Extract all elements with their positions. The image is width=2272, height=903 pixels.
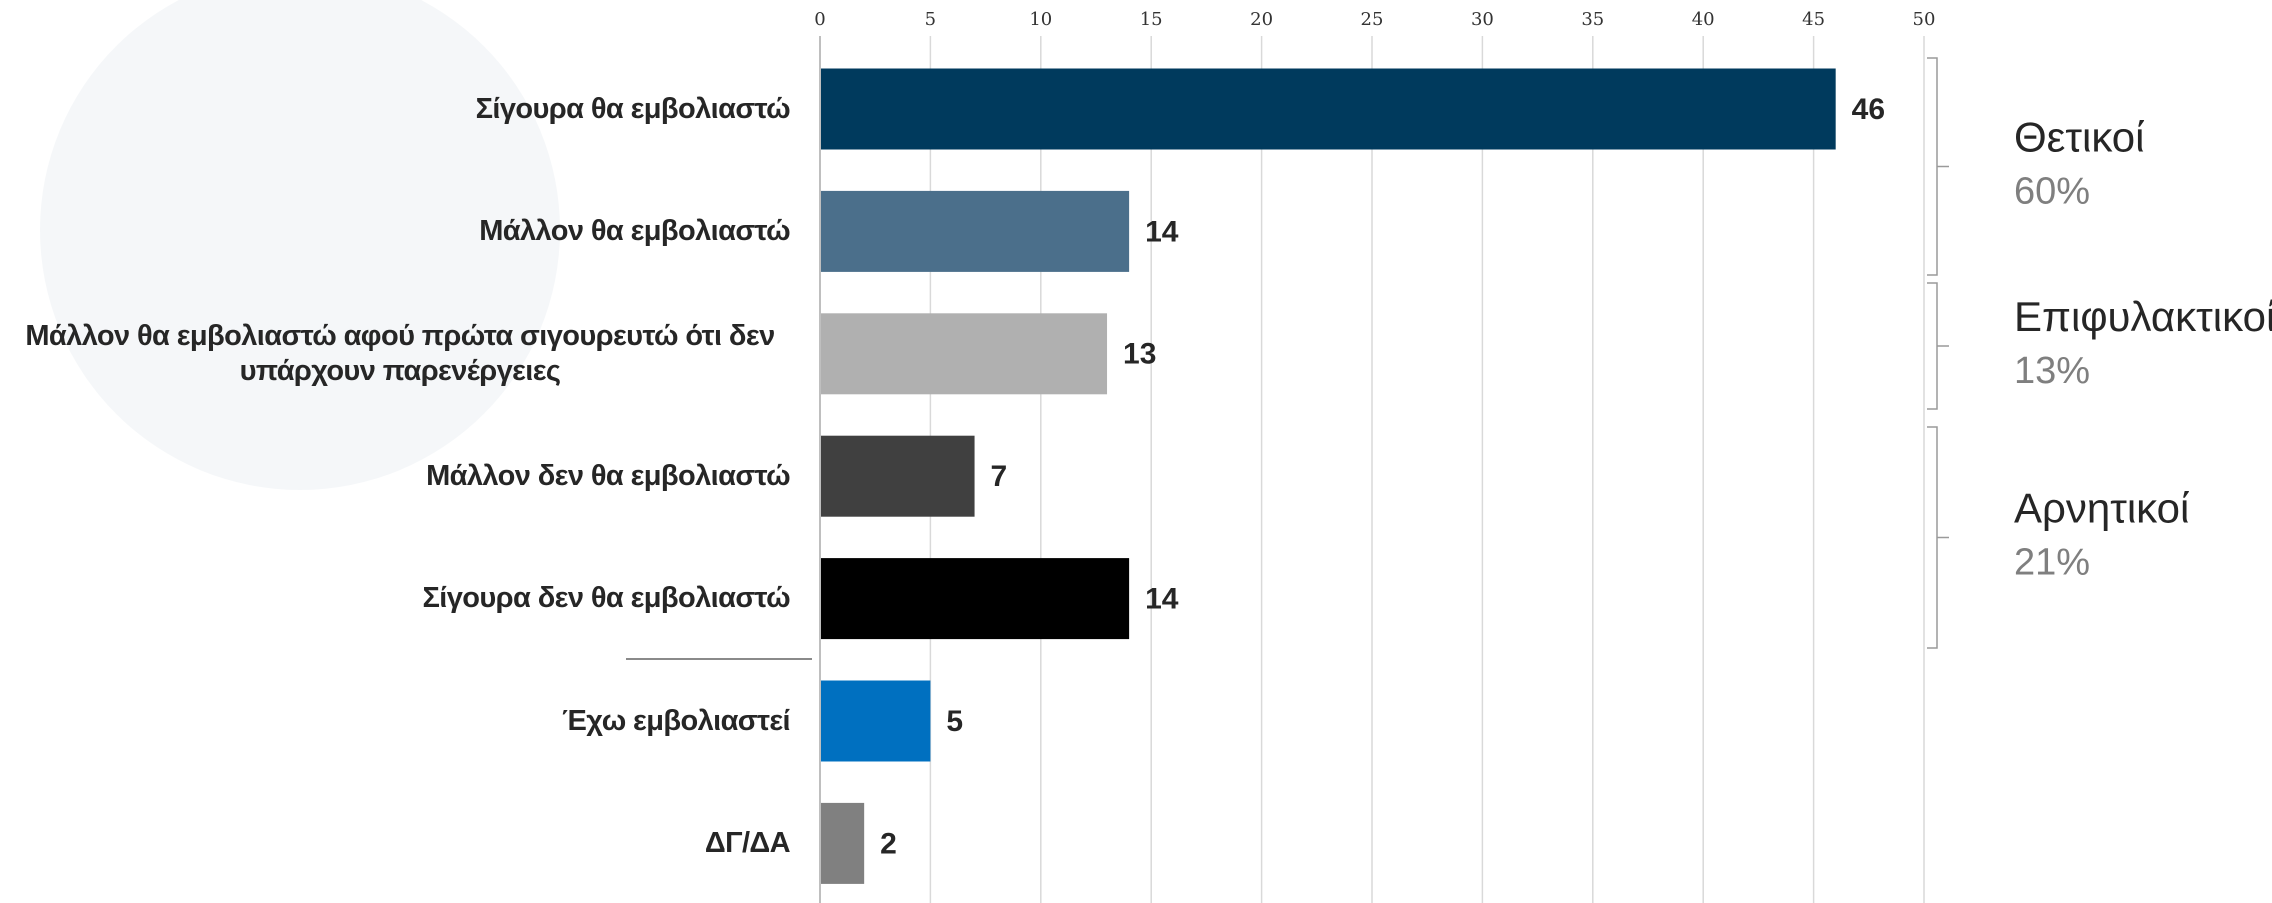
category-label: ΔΓ/ΔΑ [10,783,790,903]
group-value: 13% [2014,350,2090,392]
x-tick-label: 45 [1802,9,1825,30]
group-bracket [1927,283,1949,409]
value-label: 13 [1123,338,1156,371]
x-tick-label: 0 [814,9,825,30]
group-name: Θετικοί [2014,114,2145,161]
bar [820,313,1107,394]
x-tick-label: 40 [1692,9,1715,30]
x-tick-label: 35 [1581,9,1604,30]
x-tick-label: 25 [1361,9,1384,30]
value-label: 46 [1852,93,1885,126]
x-tick-label: 5 [925,9,936,30]
x-tick-label: 10 [1029,9,1052,30]
category-label: Μάλλον θα εμβολιαστώ αφού πρώτα σιγουρευ… [10,294,790,414]
bar [820,436,975,517]
group-name: Αρνητικοί [2014,485,2189,532]
page: 0 5 10 15 20 25 30 35 40 45 50 46 14 13 7 14 5 2 Θετικοί 60… [0,0,2272,903]
group-value: 21% [2014,542,2090,584]
x-tick-label: 15 [1140,9,1163,30]
bar [820,681,930,762]
value-label: 2 [880,827,897,860]
category-label: Σίγουρα θα εμβολιαστώ [10,49,790,169]
bar [820,803,864,884]
category-label: Μάλλον δεν θα εμβολιαστώ [10,416,790,536]
bar [820,558,1129,639]
category-label: Σίγουρα δεν θα εμβολιαστώ [10,539,790,659]
group-bracket [1927,427,1949,648]
value-label: 7 [991,460,1008,493]
category-label: Έχω εμβολιαστεί [10,661,790,781]
x-tick-label: 20 [1250,9,1273,30]
x-tick-label: 30 [1471,9,1494,30]
group-value: 60% [2014,171,2090,213]
bar [820,69,1836,150]
group-name: Επιφυλακτικοί [2014,293,2272,340]
group-bracket [1927,58,1949,275]
value-label: 14 [1145,583,1179,616]
value-label: 5 [946,705,963,738]
value-label: 14 [1145,215,1179,248]
x-tick-label: 50 [1913,9,1936,30]
category-label: Μάλλον θα εμβολιαστώ [10,171,790,291]
bar [820,191,1129,272]
